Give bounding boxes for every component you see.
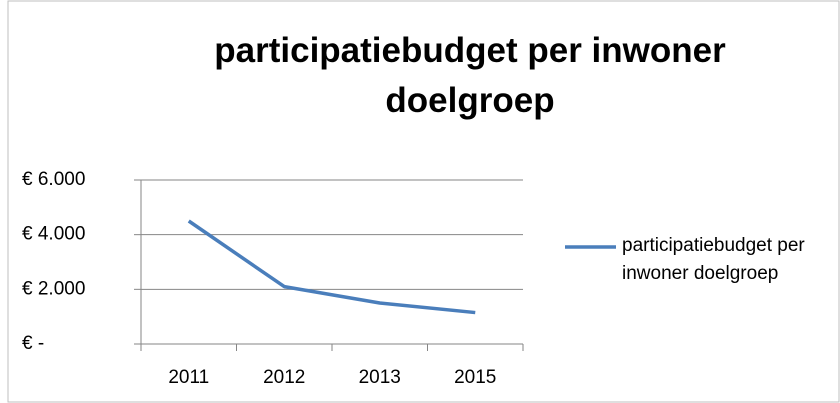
y-tick-label: € -	[22, 333, 44, 354]
x-tick-label: 2011	[168, 367, 209, 388]
x-tick-label: 2012	[263, 367, 305, 388]
x-tick-label: 2013	[359, 367, 401, 388]
legend-label: participatiebudget per inwoner doelgroep	[622, 235, 805, 284]
y-tick-label: € 6.000	[22, 169, 85, 190]
chart-border	[7, 0, 840, 403]
y-tick-label: € 2.000	[22, 278, 85, 299]
y-tick-label: € 4.000	[22, 224, 85, 245]
chart-title: participatiebudget per inwoner doelgroep	[214, 31, 726, 120]
data-line	[187, 219, 476, 315]
x-tick-label: 2015	[454, 367, 496, 388]
